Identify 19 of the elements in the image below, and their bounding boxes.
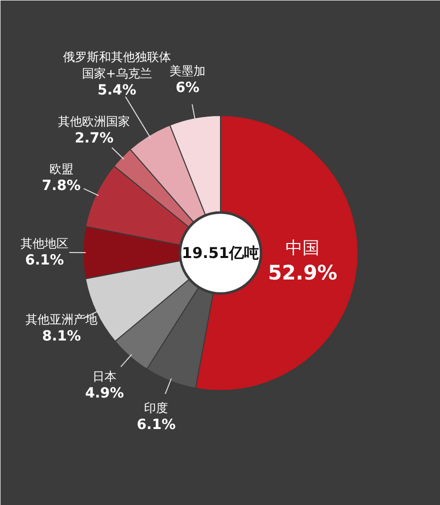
slice-label: 欧盟 [49,162,74,176]
data-label: 7.8% [42,178,81,194]
data-label: 2.7% [74,130,114,146]
data-label: 8.1% [42,328,81,344]
data-label: 6.1% [136,416,176,433]
slice-label: 美墨加 [170,64,206,78]
slice-label: 印度 [144,400,168,415]
slice-label: 中国 [286,238,320,259]
data-label: 4.9% [85,385,124,402]
slice-label: 俄罗斯和其他独联体国家+乌克兰 [62,50,171,81]
data-label: 6.1% [25,252,64,268]
data-label: 52.9% [268,260,338,285]
data-label: 5.4% [97,82,136,99]
slice-label: 其他欧洲国家 [58,114,130,128]
slice-label: 日本 [92,369,117,384]
slice-label: 其他地区 [20,236,68,250]
slice-label: 其他亚洲产地 [25,312,98,326]
data-label: 6% [176,80,200,96]
text: 19.51亿吨 [182,244,260,262]
